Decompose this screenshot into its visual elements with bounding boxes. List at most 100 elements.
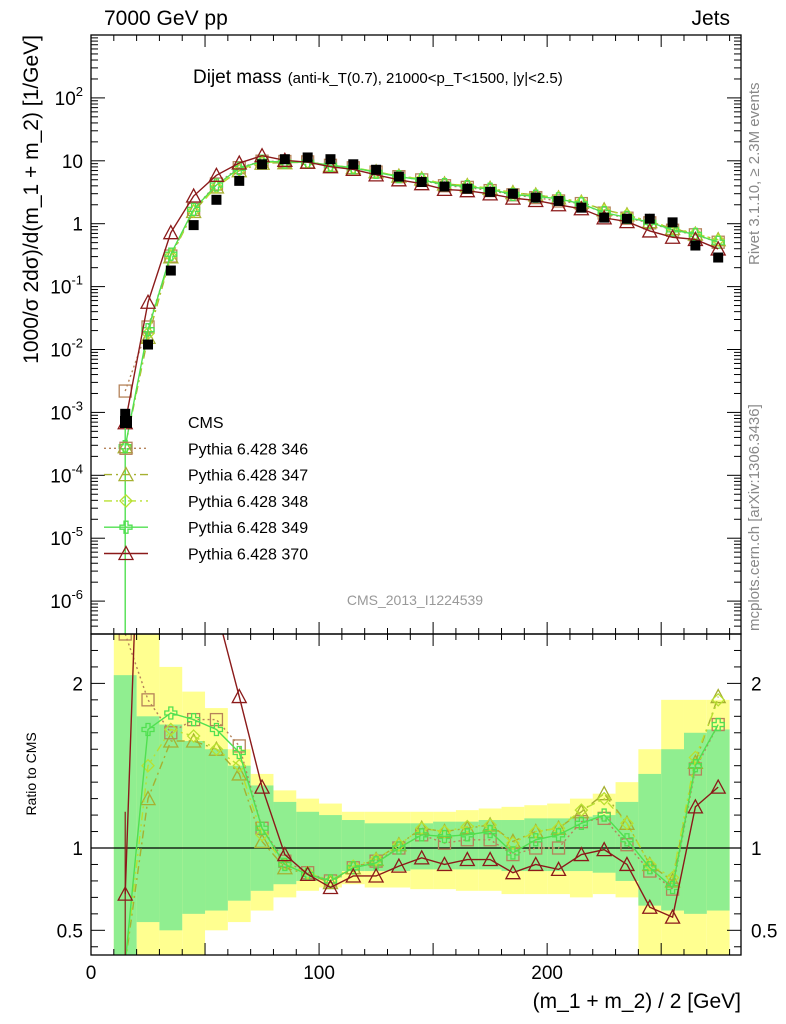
y-tick-label: 10-1 <box>50 273 83 299</box>
y-tick-exponent: -2 <box>71 336 83 351</box>
inner-band-bin <box>227 765 251 901</box>
marker-cross <box>643 861 657 875</box>
marker-cross <box>232 745 246 760</box>
data-point <box>530 192 541 203</box>
inner-band-bin <box>683 732 707 914</box>
marker-square <box>119 441 133 455</box>
data-point <box>644 213 655 224</box>
marker-triangle <box>253 778 271 794</box>
marker-triangle <box>185 732 202 748</box>
inner-band-bin <box>205 749 228 911</box>
inner-band-bin <box>182 741 206 914</box>
marker-square <box>141 693 155 707</box>
y-tick-label: 10-6 <box>50 587 83 613</box>
ratio-line <box>125 712 719 955</box>
chart-title-detail: (anti-k_T(0.7), 21000<p_T<1500, |y|<2.5) <box>288 70 563 87</box>
inner-band-bin <box>250 785 274 891</box>
x-tick-label: 200 <box>531 963 563 984</box>
marker-cross <box>141 722 155 737</box>
marker-triangle <box>413 849 430 865</box>
inner-band-bin <box>159 724 183 931</box>
marker-triangle <box>209 602 223 615</box>
marker-cross <box>186 712 201 727</box>
data-point <box>576 202 587 213</box>
x-tick-label: 0 <box>86 963 97 984</box>
marker-diamond <box>437 824 452 839</box>
legend-label: Pythia 6.428 347 <box>188 468 308 485</box>
marker-triangle <box>367 867 385 883</box>
marker-triangle <box>162 224 179 240</box>
marker-triangle <box>504 864 522 880</box>
marker-triangle <box>139 293 157 309</box>
marker-cross <box>392 841 406 855</box>
marker-triangle <box>664 908 681 924</box>
marker-cross <box>209 722 224 737</box>
y-tick-exponent: -5 <box>71 524 83 539</box>
inner-band-bin <box>569 816 593 872</box>
marker-cross <box>620 833 634 847</box>
ratio-y-tick-label: 2 <box>72 674 83 695</box>
marker-diamond <box>119 957 131 969</box>
data-point <box>553 195 564 206</box>
x-tick-label: 100 <box>303 963 335 984</box>
data-point <box>667 217 678 228</box>
marker-triangle <box>208 166 225 182</box>
marker-square <box>164 726 178 740</box>
marker-triangle <box>641 898 658 914</box>
marker-triangle <box>164 347 178 360</box>
legend-marker <box>119 493 133 508</box>
header-energy-label: 7000 GeV pp <box>104 7 228 30</box>
ratio-line <box>125 699 719 955</box>
y-tick-label: 1 <box>72 215 83 236</box>
marker-triangle <box>231 154 248 170</box>
marker-diamond <box>665 870 680 885</box>
marker-cross <box>437 829 452 844</box>
inner-band-bin <box>410 823 434 870</box>
y-tick-exponent: -1 <box>71 273 83 288</box>
marker-triangle <box>527 856 544 872</box>
marker-triangle <box>596 841 613 857</box>
marker-diamond <box>255 827 269 842</box>
x-axis-label: (m_1 + m_2) / 2 [GeV] <box>533 990 741 1013</box>
marker-triangle <box>117 466 135 482</box>
data-point <box>713 252 724 263</box>
y-tick-label: 102 <box>55 84 83 110</box>
inner-band-bin <box>706 729 730 911</box>
marker-cross <box>118 440 132 454</box>
data-point <box>348 159 359 170</box>
analysis-watermark: CMS_2013_I1224539 <box>347 592 483 608</box>
ratio-y-tick-label-right: 0.5 <box>751 921 777 942</box>
legend-label: Pythia 6.428 346 <box>188 441 308 458</box>
marker-cross <box>141 323 155 337</box>
ratio-y-axis-label: Ratio to CMS <box>23 732 39 815</box>
ratio-y-tick-label: 1 <box>72 839 83 860</box>
marker-square <box>209 712 224 727</box>
inner-band-bin <box>136 716 160 923</box>
ratio-line <box>124 634 719 919</box>
y-tick-label: 10-5 <box>50 524 83 550</box>
data-point <box>485 186 496 197</box>
y-tick-label: 10-4 <box>50 461 83 487</box>
data-point <box>234 175 245 186</box>
marker-diamond <box>620 816 634 831</box>
data-point <box>325 154 336 165</box>
marker-cross <box>278 857 292 872</box>
legend-marker <box>119 520 133 534</box>
data-point <box>143 339 154 350</box>
inner-band-bin <box>433 821 456 870</box>
ratio-line <box>125 696 719 955</box>
marker-diamond <box>391 837 406 852</box>
marker-cross <box>551 828 566 842</box>
main-frame <box>90 34 742 635</box>
data-point <box>165 265 176 276</box>
mcplots-label: mcplots.cern.ch [arXiv:1306.3436] <box>746 404 763 631</box>
legend-label-cms: CMS <box>188 415 224 432</box>
marker-cross <box>460 828 474 842</box>
rivet-version-label: Rivet 3.1.10, ≥ 2.3M events <box>746 82 763 266</box>
marker-cross <box>369 856 383 870</box>
inner-band-bin <box>661 749 684 911</box>
data-point <box>416 177 427 188</box>
ratio-series-group <box>117 347 727 969</box>
marker-diamond <box>711 692 726 707</box>
marker-square <box>620 838 634 852</box>
